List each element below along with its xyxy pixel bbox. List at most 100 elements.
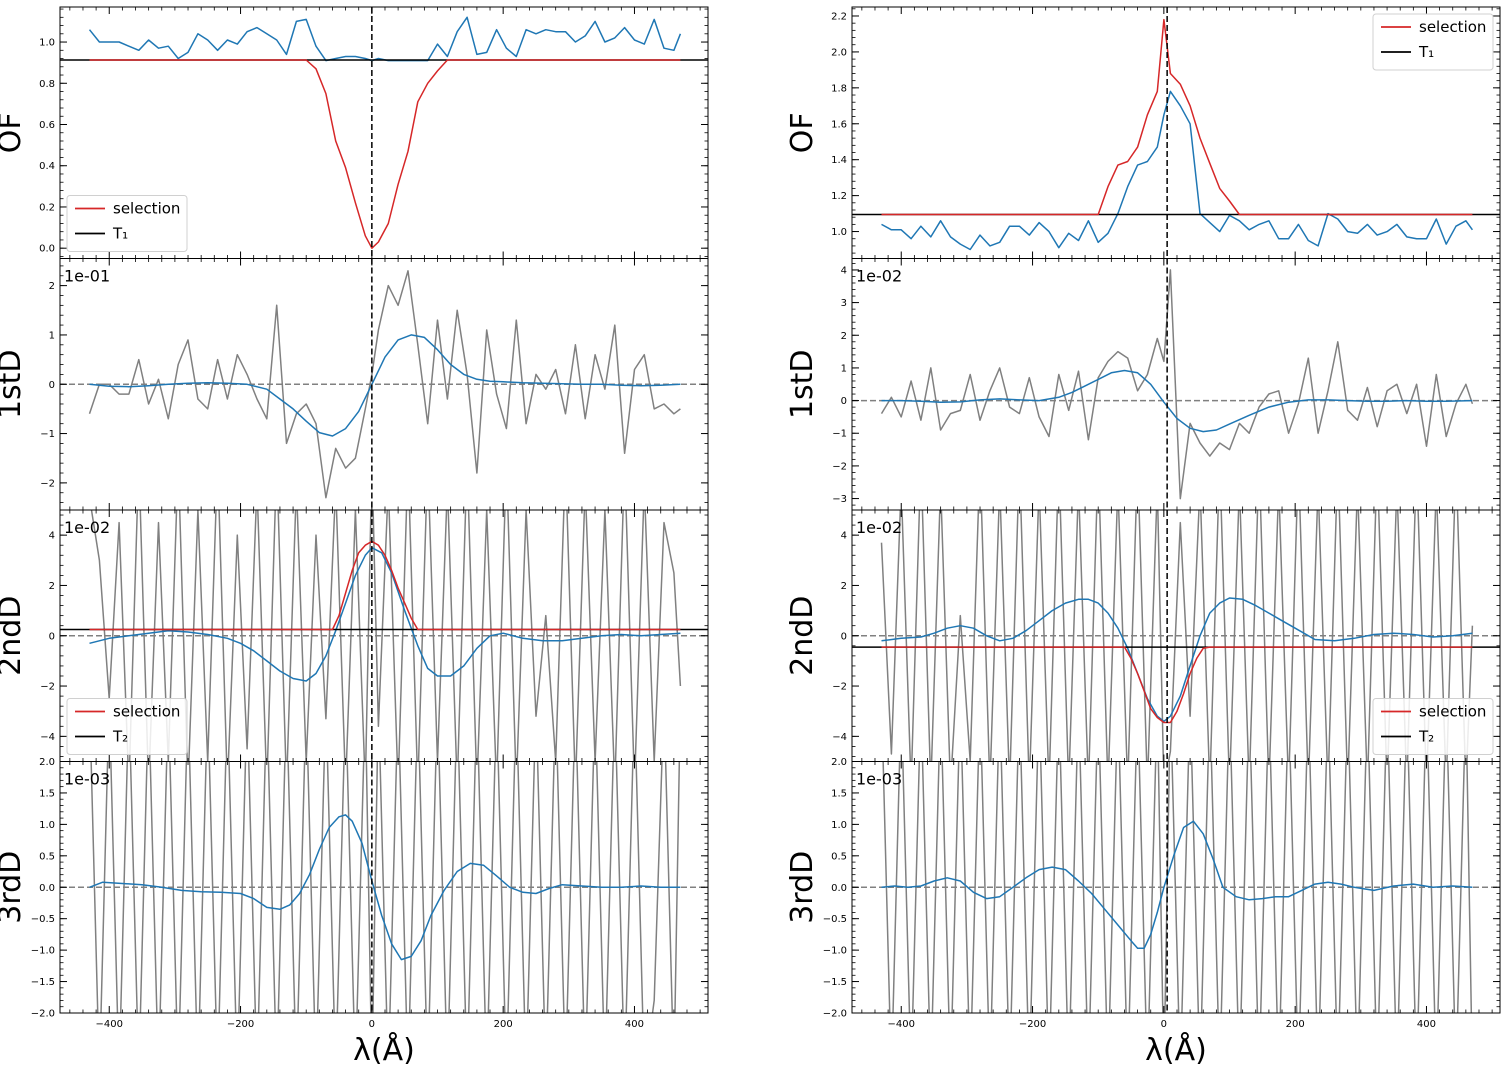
selection-line — [89, 540, 681, 631]
scale-label: 1e-01 — [64, 267, 110, 286]
smoothed-derivative-line — [881, 597, 1473, 723]
y-tick-label: 2.0 — [831, 757, 847, 768]
y-tick-label: 1.0 — [39, 38, 55, 49]
signal-line — [881, 90, 1474, 251]
y-axis-label: 3rdD — [785, 851, 820, 924]
y-tick-label: −2 — [832, 461, 847, 472]
legend-box — [1372, 13, 1494, 71]
y-tick-label: −1.5 — [31, 977, 55, 988]
y-tick-label: 2 — [841, 331, 847, 342]
y-tick-label: 1.5 — [39, 788, 55, 799]
y-tick-label: −1 — [40, 429, 55, 440]
legend-label: selection — [1419, 703, 1486, 721]
legend-label: T₂ — [112, 728, 128, 746]
smoothed-derivative-line — [89, 334, 681, 437]
y-tick-label: −2.0 — [823, 1009, 847, 1020]
y-axis-label: 1stD — [0, 349, 28, 419]
y-tick-label: 0.8 — [39, 79, 55, 90]
y-tick-label: 4 — [49, 531, 55, 542]
y-tick-label: 1.0 — [831, 820, 847, 831]
panel-right-2ndD: −4 −2 0 2 4 2ndD 1e-02 selection T₂ — [785, 509, 1501, 762]
y-tick-label: −3 — [832, 494, 847, 505]
panel-left-2ndD: −4 −2 0 2 4 2ndD 1e-02 selection T₂ — [0, 509, 709, 762]
x-tick-label: 200 — [1286, 1019, 1305, 1030]
x-tick-label: −200 — [1019, 1019, 1046, 1030]
legend-box — [1372, 698, 1494, 755]
y-axis-label: 2ndD — [785, 596, 820, 676]
legend-label: T₁ — [1418, 43, 1434, 61]
scale-label: 1e-02 — [64, 518, 110, 537]
x-tick-label: 0 — [1161, 1019, 1167, 1030]
panel-right-1stD: −3 −2 −1 0 1 2 3 4 1stD 1e-02 — [785, 258, 1501, 511]
smoothed-derivative-line — [881, 369, 1473, 433]
legend: selection T₁ — [66, 195, 188, 252]
y-tick-label: 4 — [841, 265, 847, 276]
y-tick-label: 0.0 — [39, 883, 55, 894]
y-tick-label: 0.5 — [39, 851, 55, 862]
x-tick-label: 400 — [1417, 1019, 1436, 1030]
legend: selection T₂ — [1372, 698, 1494, 755]
panel-right-OF: 1.0 1.2 1.4 1.6 1.8 2.0 2.2 OF selection T₁ — [785, 6, 1501, 259]
legend: selection T₁ — [1372, 13, 1494, 71]
smoothed-derivative-line — [881, 820, 1473, 949]
y-tick-label: 0.0 — [39, 244, 55, 255]
panel-right-3rdD: −2.0 −1.5 −1.0 −0.5 0.0 0.5 1.0 1.5 2.0 −400 −200 0… — [785, 757, 1501, 1068]
y-tick-label: −2 — [40, 478, 55, 489]
y-tick-label: 0.5 — [831, 851, 847, 862]
y-tick-label: 2.0 — [831, 47, 847, 58]
legend-box — [66, 195, 188, 252]
y-tick-label: 1.6 — [831, 119, 847, 130]
y-tick-label: 2 — [49, 581, 55, 592]
y-tick-label: 1 — [841, 363, 847, 374]
y-tick-label: 0.0 — [831, 883, 847, 894]
y-tick-label: 0 — [841, 631, 847, 642]
legend-label: selection — [113, 200, 180, 218]
x-tick-label: −400 — [96, 1019, 123, 1030]
plot-area — [852, 7, 1500, 259]
raw-derivative-line — [88, 270, 681, 499]
selection-line — [89, 59, 681, 249]
scale-label: 1e-02 — [856, 267, 902, 286]
raw-derivative-line — [90, 510, 682, 762]
y-tick-label: 1.0 — [39, 820, 55, 831]
panel-left-3rdD: −2.0 −1.5 −1.0 −0.5 0.0 0.5 1.0 1.5 2.0 −400 −200 0… — [0, 757, 709, 1068]
x-tick-label: 200 — [494, 1019, 513, 1030]
x-tick-label: −200 — [227, 1019, 254, 1030]
plot-area — [852, 761, 1500, 1013]
y-tick-label: 0 — [49, 380, 55, 391]
y-tick-label: 2 — [841, 581, 847, 592]
y-tick-label: −0.5 — [823, 914, 847, 925]
y-tick-label: −1.0 — [31, 946, 55, 957]
legend-label: T₂ — [1418, 728, 1434, 746]
y-tick-label: 2.0 — [39, 757, 55, 768]
legend-label: selection — [1419, 18, 1486, 36]
y-tick-label: 0 — [49, 631, 55, 642]
x-tick-label: 400 — [625, 1019, 644, 1030]
y-axis-label: OF — [0, 112, 28, 153]
raw-derivative-line — [90, 761, 681, 1013]
y-axis-label: 2ndD — [0, 596, 28, 676]
legend-label: selection — [113, 703, 180, 721]
plot-area — [852, 258, 1500, 510]
raw-derivative-line — [880, 269, 1474, 500]
y-axis-label: 3rdD — [0, 851, 28, 924]
scale-label: 1e-02 — [856, 518, 902, 537]
y-tick-label: 4 — [841, 531, 847, 542]
y-axis-label: 1stD — [785, 349, 820, 419]
y-tick-label: −1.5 — [823, 977, 847, 988]
y-tick-label: 0.4 — [39, 161, 55, 172]
plot-area — [60, 7, 708, 259]
y-tick-label: 1.2 — [831, 191, 847, 202]
y-tick-label: −2.0 — [31, 1009, 55, 1020]
plot-area — [60, 258, 708, 510]
x-tick-label: −400 — [888, 1019, 915, 1030]
legend-box — [66, 698, 188, 755]
legend-label: T₁ — [112, 225, 128, 243]
y-tick-label: −2 — [832, 682, 847, 693]
y-tick-label: 2.2 — [831, 11, 847, 22]
y-tick-label: 0.2 — [39, 202, 55, 213]
plot-area — [60, 510, 708, 762]
y-tick-label: 1.8 — [831, 83, 847, 94]
plot-area — [60, 761, 708, 1013]
